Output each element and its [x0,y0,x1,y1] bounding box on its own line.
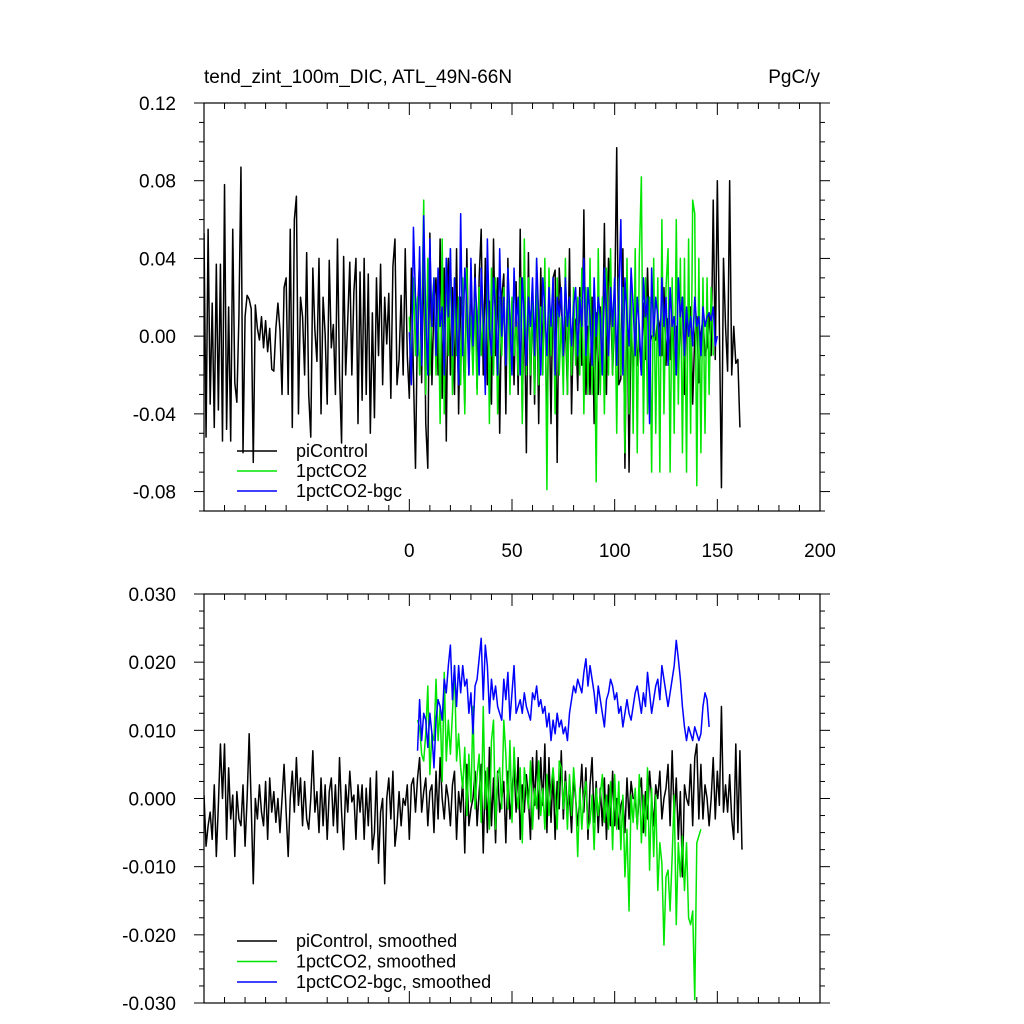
bottom-series-line-1pctco2-smoothed [416,664,702,1001]
bottom-legend-label: piControl, smoothed [296,931,457,951]
bottom-y-tick-label: -0.010 [122,858,176,879]
top-panel-units: PgC/y [768,67,820,88]
top-plot-area: 0 50 100 150 200 -0.08 -0.04 0.00 0.04 0.08 0.12 pi… [133,94,836,562]
bottom-legend-label: 1pctCO2-bgc, smoothed [296,972,491,992]
top-x-tick-label: 0 [404,541,415,562]
bottom-y-tick-label: -0.030 [122,994,176,1015]
bottom-y-tick-label: 0.020 [128,653,176,674]
top-panel-title: tend_zint_100m_DIC, ATL_49N-66N [204,67,512,88]
bottom-y-tick-label: 0.000 [128,790,176,811]
bottom-y-tick-label: -0.020 [122,926,176,947]
top-legend-label: 1pctCO2 [296,461,367,481]
bottom-legend-label: 1pctCO2, smoothed [296,952,456,972]
top-x-tick-label: 150 [701,541,733,562]
bottom-y-tick-label: 0.010 [128,721,176,742]
bottom-panel: -0.030 -0.020 -0.010 0.000 0.010 0.020 0.030 pi… [122,585,830,1015]
top-x-tick-label: 50 [501,541,522,562]
bottom-series-line-1pctco2-bgc-smoothed [416,637,710,769]
bottom-plot-area: -0.030 -0.020 -0.010 0.000 0.010 0.020 0.030 pi… [122,585,830,1015]
top-y-tick-label: 0.04 [139,249,176,270]
top-legend-label: piControl [296,441,368,461]
top-panel: tend_zint_100m_DIC, ATL_49N-66N PgC/y 0 5… [133,67,836,562]
top-x-tick-label: 200 [804,541,836,562]
top-series-line-1pctco2-bgc [408,212,719,425]
top-y-tick-label: 0.00 [139,327,176,348]
top-y-tick-label: -0.04 [133,405,177,426]
top-legend-label: 1pctCO2-bgc [296,481,402,501]
top-y-tick-label: 0.12 [139,94,176,115]
top-x-tick-label: 100 [599,541,631,562]
bottom-y-tick-label: 0.030 [128,585,176,606]
top-y-tick-label: -0.08 [133,483,176,504]
top-y-tick-label: 0.08 [139,172,176,193]
